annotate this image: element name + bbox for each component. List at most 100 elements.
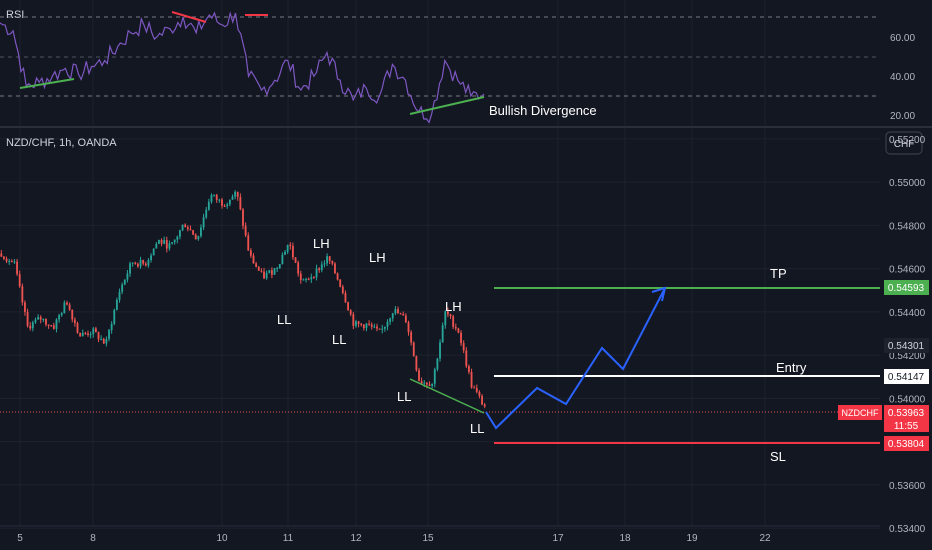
rsi-tick-20: 20.00 <box>890 111 915 122</box>
candle-body <box>26 311 29 326</box>
candle-body <box>378 328 381 330</box>
candle-body <box>326 256 328 264</box>
candle-body <box>473 387 476 389</box>
candle-body <box>362 324 365 329</box>
candle-body <box>13 261 16 263</box>
candle-body <box>50 325 53 327</box>
candle-body <box>102 338 105 344</box>
candle-body <box>402 314 405 316</box>
candle-body <box>165 240 168 249</box>
sl-label: SL <box>770 449 786 464</box>
price-tick-label: 0.53400 <box>889 524 926 535</box>
candle-body <box>218 199 221 201</box>
time-tick-label: 8 <box>90 533 96 544</box>
price-tick-label: 0.54000 <box>889 394 926 405</box>
time-tick-label: 10 <box>216 533 228 544</box>
candle-body <box>418 370 420 382</box>
rsi-bull-divergence-left <box>19 78 75 89</box>
rsi-bull-divergence-main <box>409 96 485 115</box>
candle-body <box>394 309 397 314</box>
candle-body <box>425 382 428 385</box>
candle-body <box>339 279 342 287</box>
entry-price-value: 0.54147 <box>888 372 925 383</box>
candle-body <box>436 358 439 370</box>
candle-body <box>310 277 313 280</box>
currency-button[interactable]: CHF <box>885 131 923 155</box>
currency-button-label[interactable]: CHF <box>894 139 915 150</box>
candle-body <box>273 268 276 275</box>
candle-body <box>24 302 26 312</box>
candle-body <box>268 270 271 273</box>
candle-body <box>446 311 449 315</box>
tp-price-tag: 0.54593 <box>884 280 929 295</box>
candle-body <box>242 209 244 226</box>
candle-body <box>39 317 42 320</box>
candle-body <box>320 264 323 271</box>
candle-body <box>129 263 131 274</box>
candle-body <box>126 273 129 280</box>
price-tick-label: 0.55000 <box>889 178 926 189</box>
candle-body <box>347 302 350 311</box>
candle-body <box>105 338 108 344</box>
time-tick-label: 11 <box>283 533 294 544</box>
candle-body <box>370 324 373 327</box>
candle-body <box>431 383 434 386</box>
candle-body <box>179 230 181 237</box>
tp-price-value: 0.54593 <box>888 283 925 294</box>
rsi-panel: RSI Bullish Divergence 60.00 40.00 20.00 <box>0 9 915 124</box>
candle-body <box>186 227 189 230</box>
candle-body <box>460 332 462 344</box>
candle-body <box>270 270 273 275</box>
candle-body <box>134 262 137 264</box>
candle-body <box>331 260 334 264</box>
candle-body <box>100 338 103 340</box>
candle-body <box>444 311 447 326</box>
candle-body <box>449 314 452 317</box>
candle-body <box>334 263 336 274</box>
candle-body <box>181 224 184 231</box>
time-axis[interactable]: 5 8 10 11 12 15 17 18 19 22 <box>17 533 771 544</box>
symbol-title: NZD/CHF, 1h, OANDA <box>6 137 117 149</box>
last-price-tag-bg <box>884 405 929 432</box>
candle-body <box>407 322 410 333</box>
candle-body <box>84 332 87 334</box>
price-tick-label: 0.54600 <box>889 265 926 276</box>
candle-body <box>8 260 11 262</box>
last-price-tag: NZDCHF 0.53963 11:55 <box>838 405 929 432</box>
currency-button-frame[interactable] <box>885 131 923 155</box>
candle-body <box>349 310 352 315</box>
candle-body <box>483 404 486 407</box>
candle-body <box>236 191 239 198</box>
candle-body <box>234 191 237 197</box>
candle-body <box>45 319 47 325</box>
candle-body <box>37 317 40 320</box>
candle-body <box>200 227 202 237</box>
candle-body <box>323 263 326 265</box>
candle-body <box>68 304 71 310</box>
candle-body <box>260 270 263 272</box>
candle-body <box>92 328 95 335</box>
candle-body <box>144 263 147 266</box>
candle-body <box>297 262 300 274</box>
candle-body <box>386 321 389 327</box>
candle-body <box>239 197 242 210</box>
candle-body <box>457 328 460 333</box>
price-tick-label: 0.55200 <box>889 135 926 146</box>
candle-body <box>465 350 468 367</box>
extra-price-tag-bg <box>884 338 929 353</box>
price-tick-label: 0.54400 <box>889 308 926 319</box>
candle-body <box>205 209 208 218</box>
candle-body <box>155 243 158 249</box>
tp-price-tag-bg <box>884 280 929 295</box>
candle-body <box>299 273 302 280</box>
countdown-value: 11:55 <box>894 421 919 432</box>
candle-body <box>315 268 318 278</box>
candle-body <box>381 328 384 330</box>
candle-body <box>284 251 286 255</box>
rsi-series-line <box>0 11 485 124</box>
candle-body <box>313 277 315 279</box>
rsi-bear-divergence-1 <box>171 11 207 23</box>
candle-body <box>52 325 55 329</box>
entry-price-tag: 0.54147 <box>884 369 929 384</box>
